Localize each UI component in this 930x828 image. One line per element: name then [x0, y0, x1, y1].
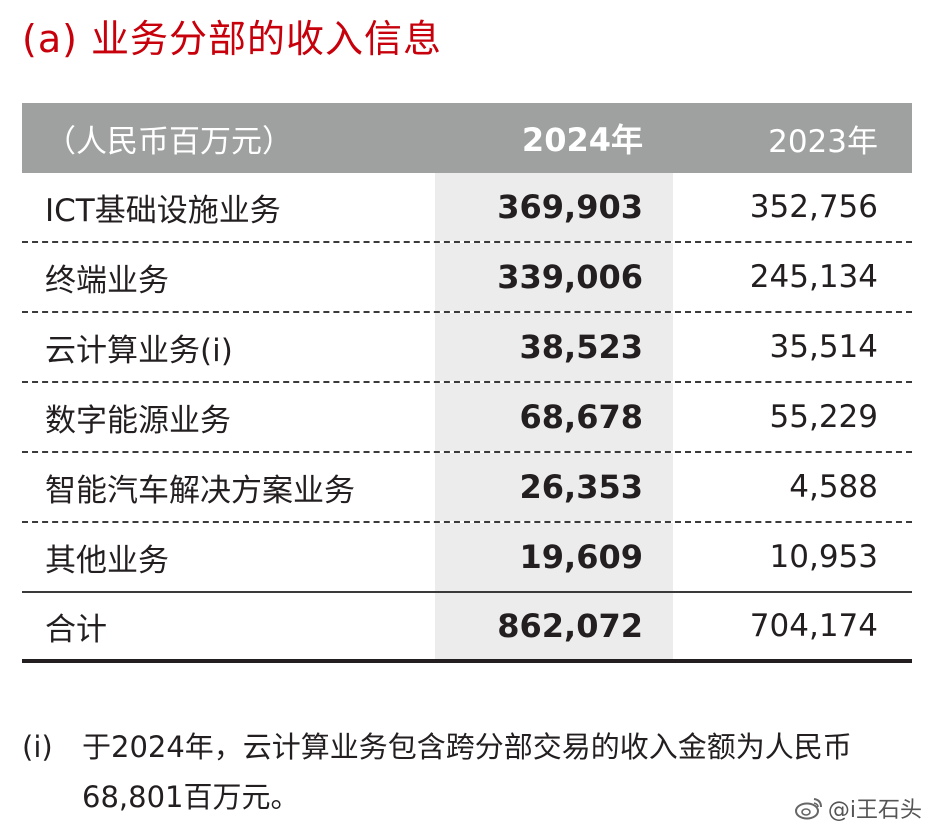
row-label: 数字能源业务	[45, 402, 231, 439]
value-2023: 352,756	[749, 189, 878, 225]
row-label: 云计算业务(i)	[45, 332, 233, 369]
value-2023: 55,229	[769, 399, 878, 435]
total-row: 合计 862,072 704,174	[22, 593, 912, 663]
value-2024: 339,006	[435, 243, 673, 311]
value-2023: 10,953	[769, 539, 878, 575]
unit-header: （人民币百万元）	[45, 123, 293, 160]
row-label: 其他业务	[45, 542, 169, 579]
row-label: 终端业务	[45, 262, 169, 299]
footnote-text: 于2024年，云计算业务包含跨分部交易的收入金额为人民币68,801百万元。	[82, 730, 852, 814]
row-label: 智能汽车解决方案业务	[45, 472, 355, 509]
value-2023: 35,514	[769, 329, 878, 365]
revenue-table: （人民币百万元） 2024年 2023年 ICT基础设施业务 369,903 3…	[22, 103, 912, 663]
value-2024: 38,523	[435, 313, 673, 381]
row-label: ICT基础设施业务	[45, 192, 281, 229]
page-title: (a) 业务分部的收入信息	[22, 17, 443, 61]
table-row: 数字能源业务 68,678 55,229	[22, 383, 912, 453]
table-row: 其他业务 19,609 10,953	[22, 523, 912, 593]
footnote-marker: (i)	[22, 730, 53, 764]
value-2024: 19,609	[435, 523, 673, 591]
table-row: ICT基础设施业务 369,903 352,756	[22, 173, 912, 243]
table-header-row: （人民币百万元） 2024年 2023年	[22, 103, 912, 173]
value-2024: 369,903	[435, 173, 673, 241]
year-2023-header: 2023年	[768, 123, 878, 160]
total-2024: 862,072	[435, 593, 673, 659]
value-2024: 68,678	[435, 383, 673, 451]
year-2024-header: 2024年	[521, 121, 643, 159]
value-2023: 245,134	[749, 259, 878, 295]
watermark-text: @i王石头	[827, 798, 922, 823]
weibo-icon	[794, 796, 824, 820]
table-row: 终端业务 339,006 245,134	[22, 243, 912, 313]
total-2023: 704,174	[749, 608, 878, 644]
value-2024: 26,353	[435, 453, 673, 521]
table-row: 智能汽车解决方案业务 26,353 4,588	[22, 453, 912, 523]
total-label: 合计	[45, 611, 107, 648]
watermark: @i王石头	[794, 792, 922, 824]
table-row: 云计算业务(i) 38,523 35,514	[22, 313, 912, 383]
value-2023: 4,588	[789, 469, 878, 505]
